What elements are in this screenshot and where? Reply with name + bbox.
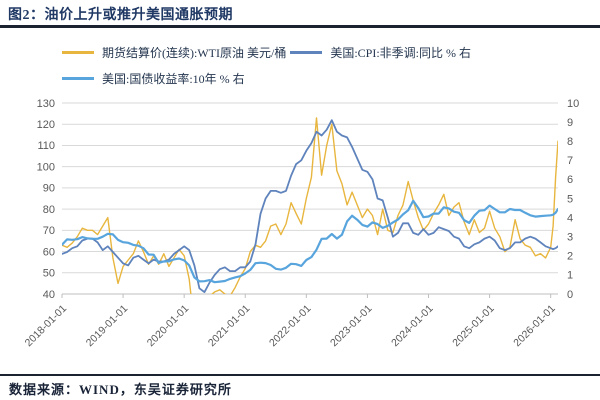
legend-label-treasury: 美国:国债收益率:10年 % 右 [102, 72, 245, 86]
data-source-note: 数据来源：WIND，东吴证券研究所 [9, 382, 232, 397]
svg-text:110: 110 [37, 140, 55, 152]
treasury-line-swatch-icon [62, 77, 94, 80]
svg-text:130: 130 [37, 98, 55, 110]
svg-text:4: 4 [567, 212, 573, 224]
svg-text:100: 100 [37, 161, 55, 173]
svg-text:2020-01-01: 2020-01-01 [145, 303, 192, 350]
title-divider [0, 25, 600, 28]
wti-line-swatch-icon [62, 51, 94, 54]
svg-text:120: 120 [37, 119, 55, 131]
svg-text:40: 40 [43, 289, 55, 301]
svg-text:2018-01-01: 2018-01-01 [23, 303, 70, 350]
svg-text:6: 6 [567, 174, 573, 186]
svg-text:2024-01-01: 2024-01-01 [389, 303, 436, 350]
svg-text:2019-01-01: 2019-01-01 [84, 303, 131, 350]
svg-text:2023-01-01: 2023-01-01 [328, 303, 375, 350]
svg-text:7: 7 [567, 155, 573, 167]
svg-text:2022-01-01: 2022-01-01 [267, 303, 314, 350]
svg-text:60: 60 [43, 246, 55, 258]
legend-label-wti: 期货结算价(连续):WTI原油 美元/桶 [102, 46, 287, 60]
legend-row-1: 期货结算价(连续):WTI原油 美元/桶 美国:CPI:非季调:同比 % 右 [62, 44, 471, 61]
legend-item-wti: 期货结算价(连续):WTI原油 美元/桶 [62, 44, 286, 61]
svg-text:8: 8 [567, 136, 573, 148]
svg-text:2026-01-01: 2026-01-01 [511, 303, 558, 350]
svg-text:2025-01-01: 2025-01-01 [450, 303, 497, 350]
legend-item-treasury: 美国:国债收益率:10年 % 右 [62, 70, 245, 87]
chart-legend: 期货结算价(连续):WTI原油 美元/桶 美国:CPI:非季调:同比 % 右 美… [62, 44, 471, 87]
svg-text:10: 10 [567, 98, 579, 110]
footer-divider [0, 374, 600, 376]
legend-row-2: 美国:国债收益率:10年 % 右 [62, 70, 471, 87]
figure-title: 图2：油价上升或推升美国通胀预期 [8, 8, 233, 23]
legend-label-cpi: 美国:CPI:非季调:同比 % 右 [330, 46, 472, 60]
svg-text:2: 2 [567, 251, 573, 263]
legend-item-cpi: 美国:CPI:非季调:同比 % 右 [290, 44, 471, 61]
svg-text:80: 80 [43, 204, 55, 216]
cpi-line-swatch-icon [290, 51, 323, 54]
svg-text:3: 3 [567, 232, 573, 244]
svg-text:0: 0 [567, 289, 573, 301]
svg-text:9: 9 [567, 117, 573, 129]
svg-text:70: 70 [43, 225, 55, 237]
svg-text:5: 5 [567, 193, 573, 205]
svg-text:2021-01-01: 2021-01-01 [206, 303, 253, 350]
svg-text:50: 50 [43, 268, 55, 280]
svg-text:90: 90 [43, 183, 55, 195]
svg-text:1: 1 [567, 270, 573, 282]
